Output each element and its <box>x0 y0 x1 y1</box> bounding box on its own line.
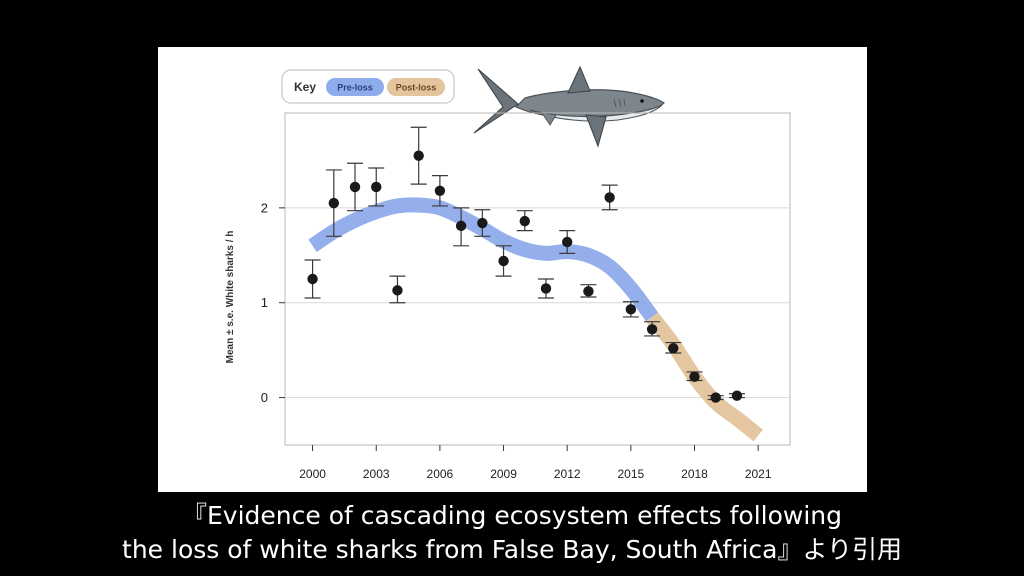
grid-lines <box>285 207 790 399</box>
data-point <box>540 283 552 294</box>
data-point <box>646 324 658 335</box>
data-point <box>371 181 382 193</box>
data-point <box>689 371 700 382</box>
data-point <box>583 286 594 297</box>
data-points <box>307 150 743 403</box>
chart: Key Pre-loss Post-loss 0 1 2 2000 2003 2006 20… <box>225 65 791 481</box>
shark-icon <box>473 65 665 148</box>
data-point <box>455 220 467 232</box>
data-point <box>604 192 615 203</box>
x-tick-label: 2000 <box>299 467 326 481</box>
x-tick-label: 2018 <box>681 467 708 481</box>
trend-bands <box>308 197 763 442</box>
data-point <box>349 181 361 193</box>
data-point <box>392 285 403 296</box>
x-tick-label: 2021 <box>745 467 772 481</box>
x-tick-label: 2006 <box>427 467 454 481</box>
caption-line-2: the loss of white sharks from False Bay,… <box>122 535 902 564</box>
data-point <box>477 217 488 229</box>
data-point <box>307 273 318 285</box>
post-loss-key-label: Post-loss <box>396 83 437 93</box>
data-point <box>498 255 509 267</box>
data-point <box>413 150 424 161</box>
figure-panel: Key Pre-loss Post-loss 0 1 2 2000 2003 2006 20… <box>158 47 867 492</box>
post-loss-band <box>646 312 763 442</box>
key-title: Key <box>294 80 316 94</box>
data-point <box>328 197 340 209</box>
chart-key: Key Pre-loss Post-loss <box>281 69 455 104</box>
pre-loss-swatch <box>326 78 384 96</box>
data-point <box>710 392 721 403</box>
pre-loss-key-label: Pre-loss <box>337 83 373 93</box>
data-point <box>731 390 743 401</box>
y-tick-label: 0 <box>261 390 268 405</box>
data-point <box>562 236 573 248</box>
y-tick-label: 2 <box>261 200 268 215</box>
data-point <box>434 185 446 196</box>
data-point <box>625 304 637 315</box>
data-point <box>668 343 679 354</box>
x-tick-label: 2015 <box>618 467 645 481</box>
x-tick-label: 2012 <box>554 467 581 481</box>
y-axis-label: Mean ± s.e. White sharks / h <box>225 231 236 364</box>
x-tick-label: 2009 <box>490 467 517 481</box>
plot-frame <box>284 112 791 446</box>
axis-ticks: 0 1 2 2000 2003 2006 2009 2012 2015 2018 2021 <box>261 200 772 481</box>
data-point <box>519 215 530 227</box>
post-loss-swatch <box>387 78 445 96</box>
caption-line-1: 『Evidence of cascading ecosystem effects… <box>181 501 843 530</box>
x-tick-label: 2003 <box>363 467 390 481</box>
y-tick-label: 1 <box>261 295 268 310</box>
